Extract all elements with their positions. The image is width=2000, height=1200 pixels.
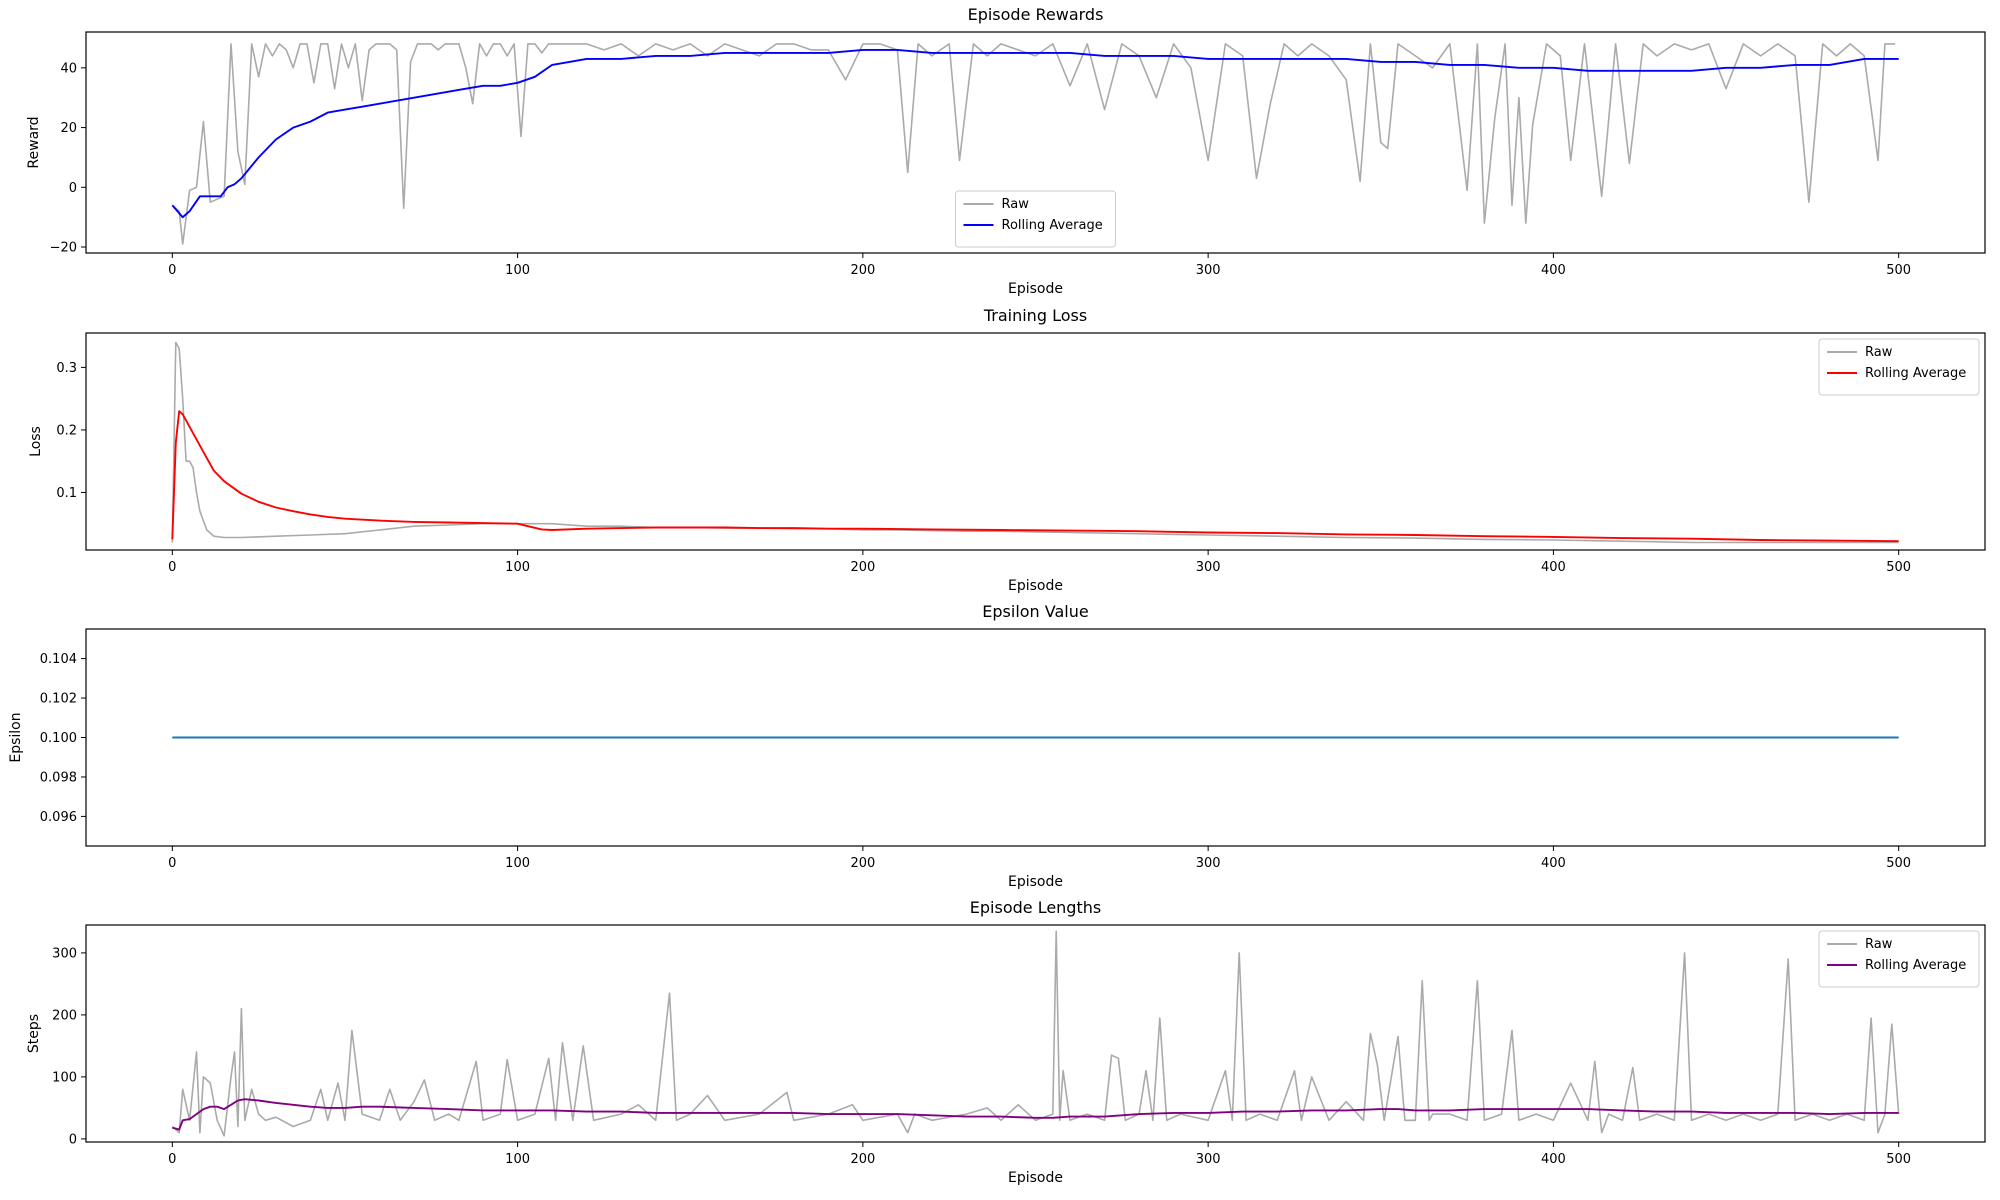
rewards-series-rolling-average <box>171 48 1899 219</box>
loss-series-raw <box>171 341 1899 544</box>
epsilon-ylabel: Epsilon <box>8 712 24 762</box>
rewards-xtick-label: 400 <box>1541 263 1566 278</box>
rewards-legend-box <box>955 190 1116 248</box>
rewards-ytick-label: 20 <box>60 121 77 136</box>
rewards-title: Episode Rewards <box>968 5 1104 24</box>
lengths-ylabel: Steps <box>26 1014 42 1053</box>
loss-ytick-label: 0.3 <box>56 361 77 376</box>
loss-legend-label: Rolling Average <box>1865 366 1966 381</box>
lengths-series-raw <box>171 930 1900 1137</box>
epsilon-panel: Epsilon Value 0 100 200 300 400 500 0.096 0.098 0… <box>8 602 1986 890</box>
lengths-xtick-label: 500 <box>1886 1152 1911 1167</box>
rewards-xtick-label: 500 <box>1886 263 1911 278</box>
lengths-xtick-label: 100 <box>505 1152 530 1167</box>
lengths-ytick-label: 0 <box>69 1132 77 1147</box>
rewards-legend: Raw Rolling Average <box>955 190 1116 248</box>
loss-legend-label: Raw <box>1865 345 1893 360</box>
rewards-series-raw <box>171 43 1896 245</box>
lengths-legend: Raw Rolling Average <box>1818 930 1980 988</box>
rewards-xlabel: Episode <box>1008 281 1063 297</box>
lengths-ytick-label: 100 <box>52 1070 77 1085</box>
lengths-xtick-label: 400 <box>1541 1152 1566 1167</box>
rewards-xtick-label: 200 <box>850 263 875 278</box>
epsilon-xtick-label: 300 <box>1196 856 1221 871</box>
loss-ytick-label: 0.1 <box>56 486 77 501</box>
loss-ytick-label: 0.2 <box>56 423 77 438</box>
epsilon-ytick-label: 0.096 <box>40 810 77 825</box>
rewards-plot-frame <box>85 31 1986 254</box>
lengths-plot-frame <box>85 924 1986 1143</box>
rewards-ylabel: Reward <box>26 116 42 168</box>
epsilon-xtick-label: 200 <box>850 856 875 871</box>
lengths-legend-label: Rolling Average <box>1865 958 1966 973</box>
lengths-xtick-label: 0 <box>168 1152 176 1167</box>
rewards-legend-label: Raw <box>1002 197 1030 212</box>
epsilon-ytick-label: 0.098 <box>40 770 77 785</box>
epsilon-xtick-label: 0 <box>168 856 176 871</box>
loss-xtick-label: 300 <box>1196 560 1221 575</box>
epsilon-title: Epsilon Value <box>982 602 1088 621</box>
loss-xtick-label: 200 <box>850 560 875 575</box>
epsilon-xlabel: Episode <box>1008 874 1063 890</box>
epsilon-ytick-label: 0.104 <box>40 652 77 667</box>
loss-ylabel: Loss <box>28 426 44 457</box>
epsilon-xtick-label: 100 <box>505 856 530 871</box>
epsilon-ytick-label: 0.102 <box>40 692 77 707</box>
lengths-xlabel: Episode <box>1008 1170 1063 1186</box>
lengths-legend-box <box>1818 930 1980 988</box>
loss-xtick-label: 400 <box>1541 560 1566 575</box>
rewards-ytick-label: −20 <box>50 241 77 256</box>
lengths-ytick-label: 300 <box>52 946 77 961</box>
rewards-xtick-label: 0 <box>168 263 176 278</box>
loss-xtick-label: 100 <box>505 560 530 575</box>
rewards-panel: Episode Rewards 0 100 200 300 400 500 −20 0 20 40 E… <box>26 5 1986 297</box>
lengths-legend-label: Raw <box>1865 937 1893 952</box>
lengths-xtick-label: 200 <box>850 1152 875 1167</box>
lengths-title: Episode Lengths <box>970 898 1101 917</box>
epsilon-xtick-label: 500 <box>1886 856 1911 871</box>
lengths-series-rolling-average <box>172 1098 1899 1131</box>
epsilon-plot-frame <box>85 628 1986 847</box>
epsilon-xtick-label: 400 <box>1541 856 1566 871</box>
rewards-legend-label: Rolling Average <box>1002 218 1103 233</box>
loss-xtick-label: 0 <box>168 560 176 575</box>
rewards-ytick-label: 0 <box>69 181 77 196</box>
loss-xtick-label: 500 <box>1886 560 1911 575</box>
loss-legend-box <box>1818 338 1980 396</box>
lengths-xtick-label: 300 <box>1196 1152 1221 1167</box>
loss-plot-frame <box>85 332 1986 551</box>
loss-xlabel: Episode <box>1008 578 1063 594</box>
rewards-xtick-label: 300 <box>1196 263 1221 278</box>
rewards-ytick-label: 40 <box>60 61 77 76</box>
lengths-ytick-label: 200 <box>52 1008 77 1023</box>
loss-panel: Training Loss 0 100 200 300 400 500 0.1 0.2 0.3 Ep… <box>28 306 1986 594</box>
lengths-panel: Episode Lengths 0 100 200 300 400 500 0 100 200 30… <box>26 898 1986 1186</box>
epsilon-ytick-label: 0.100 <box>40 731 77 746</box>
rewards-xtick-label: 100 <box>505 263 530 278</box>
loss-series-rolling-average <box>171 410 1899 543</box>
loss-legend: Raw Rolling Average <box>1818 338 1980 396</box>
loss-title: Training Loss <box>983 306 1087 325</box>
